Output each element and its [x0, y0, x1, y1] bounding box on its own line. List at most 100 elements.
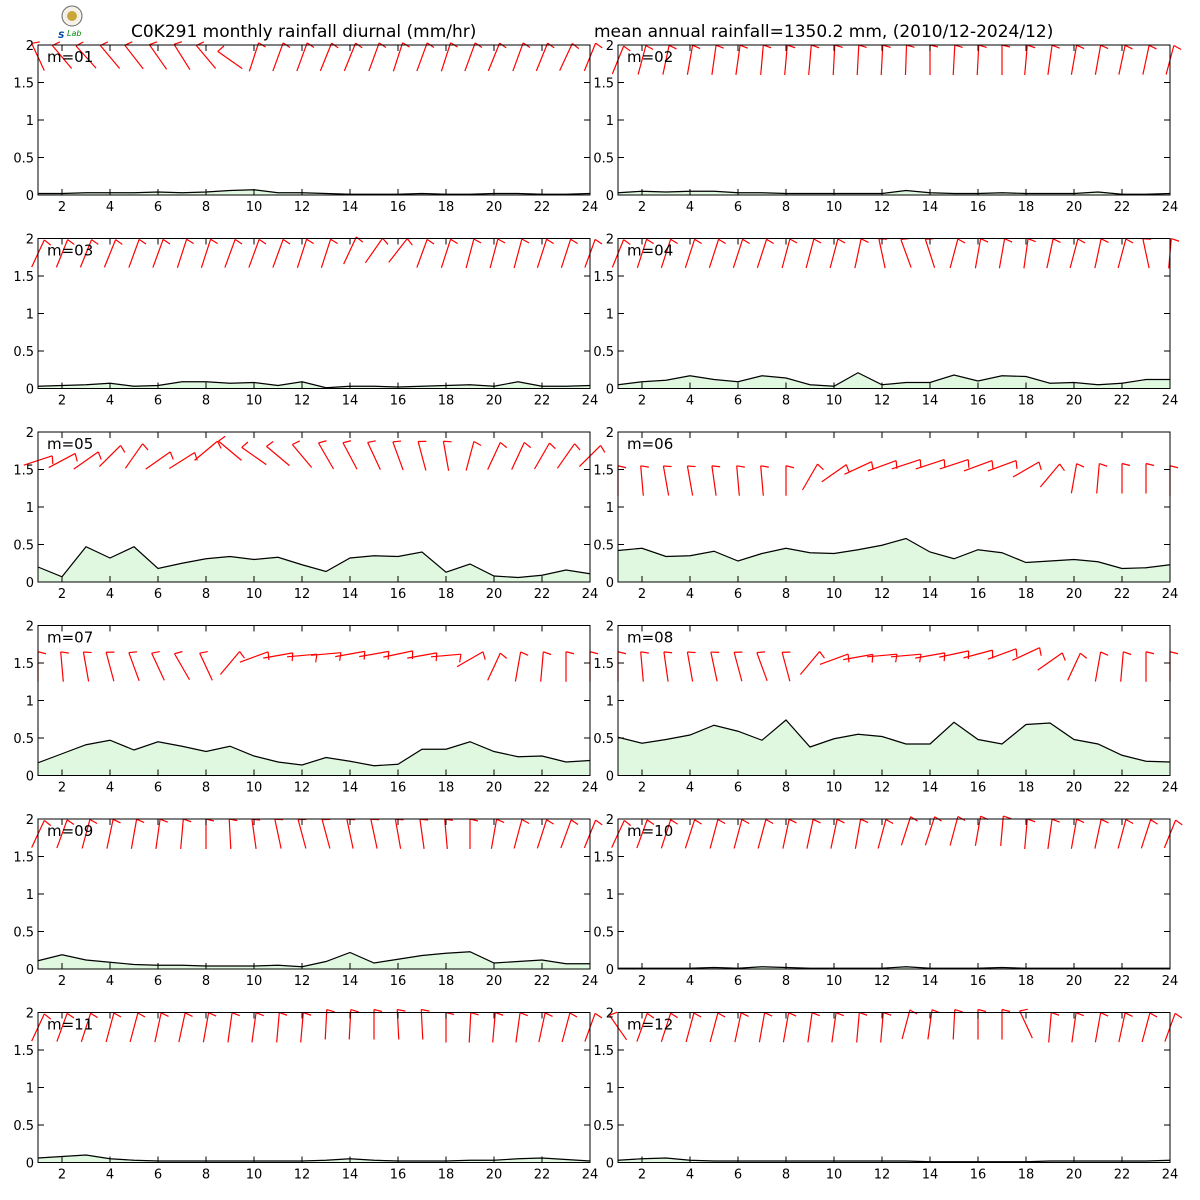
barb-staff	[296, 239, 308, 268]
y-tick-label: 2	[606, 233, 614, 248]
barb-flag	[980, 238, 989, 243]
barb-staff	[952, 1009, 956, 1040]
wind-barb	[560, 238, 578, 268]
barb-flag	[836, 818, 845, 824]
wind-barb	[368, 42, 387, 72]
barb-flag	[1099, 462, 1108, 467]
barb-staff	[686, 45, 694, 75]
barb-flag	[435, 652, 438, 662]
barb-staff	[489, 238, 499, 269]
wind-barb	[324, 1008, 335, 1040]
wind-barb	[952, 1008, 963, 1040]
barb-flag	[693, 1012, 702, 1018]
wind-barb	[217, 45, 243, 70]
wind-barb	[224, 238, 243, 268]
y-tick-label: 1	[26, 695, 34, 710]
barb-staff	[106, 819, 114, 849]
barb-staff	[148, 44, 168, 70]
barb-flag	[546, 819, 554, 825]
wind-barb	[819, 653, 850, 665]
barb-flag	[710, 651, 720, 653]
barb-staff	[420, 1009, 424, 1040]
barb-staff	[536, 239, 548, 268]
barb-staff	[1024, 819, 1028, 849]
barb-flag	[756, 651, 766, 654]
y-tick-label: 2	[26, 39, 34, 54]
barb-flag	[565, 651, 575, 655]
wind-barb	[785, 465, 795, 496]
wind-barb	[1070, 44, 1085, 75]
barb-flag	[521, 818, 530, 825]
barb-staff	[297, 819, 307, 849]
barb-flag	[1015, 460, 1018, 469]
wind-barb	[1019, 1008, 1033, 1039]
wind-barb	[583, 42, 603, 72]
wind-barb	[154, 1012, 169, 1043]
barb-staff	[684, 239, 696, 268]
barb-flag	[51, 455, 54, 465]
wind-barb	[1094, 1012, 1109, 1043]
wind-barb	[756, 651, 768, 682]
barb-flag	[159, 818, 168, 823]
x-tick-label: 2	[58, 974, 66, 989]
x-tick-label: 6	[154, 1168, 162, 1183]
barb-flag	[199, 650, 208, 654]
barb-staff	[511, 442, 525, 470]
barb-staff	[854, 238, 862, 269]
barb-flag	[789, 238, 798, 244]
x-tick-label: 2	[638, 1168, 646, 1183]
barb-staff	[1120, 651, 1124, 682]
wind-barb	[799, 651, 825, 675]
y-tick-label: 2	[606, 620, 614, 635]
x-tick-label: 20	[486, 394, 503, 409]
barb-flag	[543, 651, 552, 656]
wind-barb	[709, 1012, 726, 1043]
y-tick-label: 1	[26, 308, 34, 323]
wind-barb	[490, 818, 505, 849]
wind-barb	[48, 452, 78, 469]
wind-barb	[710, 651, 720, 682]
x-tick-label: 24	[582, 1168, 599, 1183]
wind-barb	[272, 42, 291, 72]
rain-line	[37, 739, 591, 767]
barb-flag	[291, 652, 294, 662]
x-tick-label: 12	[874, 200, 891, 215]
barb-flag	[977, 1008, 987, 1013]
barb-staff	[854, 819, 862, 849]
wind-barb	[535, 42, 555, 72]
barb-staff	[799, 651, 821, 675]
barb-flag	[1027, 44, 1036, 49]
x-tick-label: 22	[1114, 781, 1131, 796]
barb-staff	[335, 650, 365, 658]
wind-barb	[1001, 44, 1011, 75]
barb-staff	[370, 819, 378, 849]
x-tick-label: 10	[246, 394, 263, 409]
y-tick-label: 0	[606, 576, 614, 591]
wind-barb	[80, 1012, 98, 1042]
wind-barb	[1069, 238, 1086, 269]
x-tick-label: 22	[1114, 587, 1131, 602]
barb-staff	[856, 44, 860, 76]
barb-staff	[686, 651, 694, 682]
barb-staff	[758, 1012, 766, 1043]
x-tick-label: 12	[294, 781, 311, 796]
barb-staff	[915, 459, 945, 470]
wind-barb	[1121, 462, 1131, 494]
barb-staff	[880, 1012, 884, 1043]
barb-flag	[617, 465, 627, 469]
barb-flag	[520, 651, 529, 656]
barb-flag	[395, 818, 404, 821]
wind-barb	[105, 651, 115, 682]
wind-barb	[640, 465, 649, 496]
barb-staff	[636, 239, 648, 268]
wind-barb	[660, 238, 678, 268]
wind-barb	[487, 441, 508, 470]
barb-staff	[416, 42, 428, 72]
barb-staff	[419, 819, 425, 849]
barb-flag	[355, 42, 363, 49]
barb-staff	[129, 1012, 139, 1043]
y-tick-label: 1.5	[593, 464, 614, 479]
barb-flag	[670, 819, 678, 825]
wind-barb	[492, 1011, 504, 1043]
wind-barb	[348, 1008, 359, 1040]
